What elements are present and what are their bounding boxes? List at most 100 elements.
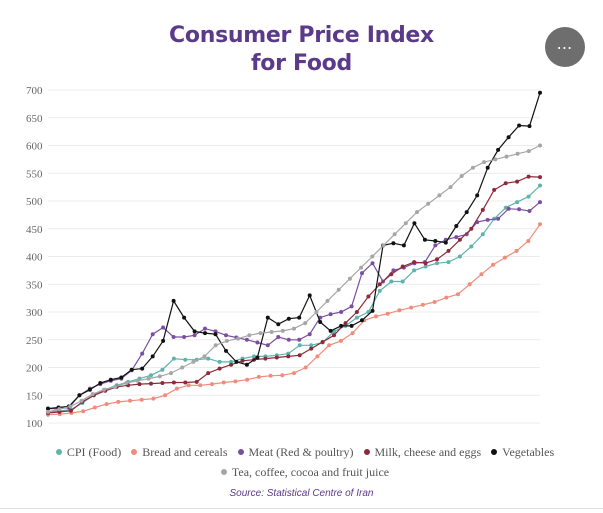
data-point[interactable] xyxy=(327,343,332,348)
data-point[interactable] xyxy=(151,396,156,401)
data-point[interactable] xyxy=(339,323,344,328)
data-point[interactable] xyxy=(496,147,501,152)
data-point[interactable] xyxy=(307,332,312,337)
data-point[interactable] xyxy=(276,322,281,327)
legend-item[interactable]: Bread and cereals xyxy=(131,442,228,462)
data-point[interactable] xyxy=(182,315,187,320)
data-point[interactable] xyxy=(377,282,382,287)
data-point[interactable] xyxy=(401,243,406,248)
data-point[interactable] xyxy=(101,387,106,392)
data-point[interactable] xyxy=(338,338,343,343)
data-point[interactable] xyxy=(422,237,427,242)
data-point[interactable] xyxy=(370,308,375,313)
data-point[interactable] xyxy=(328,328,333,333)
data-point[interactable] xyxy=(104,402,109,407)
data-point[interactable] xyxy=(328,312,333,317)
data-point[interactable] xyxy=(269,330,274,334)
data-point[interactable] xyxy=(194,379,199,384)
data-point[interactable] xyxy=(265,315,270,320)
data-point[interactable] xyxy=(517,207,522,212)
data-point[interactable] xyxy=(457,237,462,242)
data-point[interactable] xyxy=(400,264,405,269)
data-point[interactable] xyxy=(297,337,302,342)
data-point[interactable] xyxy=(280,328,285,333)
data-point[interactable] xyxy=(446,248,451,253)
data-point[interactable] xyxy=(515,179,520,184)
data-point[interactable] xyxy=(183,380,188,385)
data-point[interactable] xyxy=(470,165,475,170)
data-point[interactable] xyxy=(456,292,460,297)
data-point[interactable] xyxy=(124,381,129,385)
data-point[interactable] xyxy=(146,376,151,381)
data-point[interactable] xyxy=(506,135,511,140)
data-point[interactable] xyxy=(374,314,378,319)
data-point[interactable] xyxy=(433,239,438,243)
data-point[interactable] xyxy=(435,257,439,262)
data-point[interactable] xyxy=(381,243,386,248)
data-point[interactable] xyxy=(318,320,323,324)
data-point[interactable] xyxy=(506,206,511,211)
data-point[interactable] xyxy=(377,288,382,293)
data-point[interactable] xyxy=(229,359,234,364)
data-point[interactable] xyxy=(258,331,263,336)
data-point[interactable] xyxy=(265,343,270,348)
data-point[interactable] xyxy=(320,340,325,344)
data-point[interactable] xyxy=(224,348,228,353)
data-point[interactable] xyxy=(479,272,484,277)
data-point[interactable] xyxy=(186,383,191,388)
data-point[interactable] xyxy=(286,316,291,321)
data-point[interactable] xyxy=(360,271,364,276)
series-vegetables[interactable] xyxy=(46,90,542,411)
data-point[interactable] xyxy=(206,356,211,361)
data-point[interactable] xyxy=(403,221,408,226)
data-point[interactable] xyxy=(202,354,207,359)
data-point[interactable] xyxy=(149,373,153,378)
data-point[interactable] xyxy=(163,393,168,398)
data-point[interactable] xyxy=(108,377,113,382)
data-point[interactable] xyxy=(280,373,285,378)
data-point[interactable] xyxy=(502,255,507,260)
data-point[interactable] xyxy=(233,379,238,384)
data-point[interactable] xyxy=(149,381,153,386)
data-point[interactable] xyxy=(432,300,437,304)
data-point[interactable] xyxy=(297,353,302,358)
data-point[interactable] xyxy=(157,374,162,379)
data-point[interactable] xyxy=(140,351,145,356)
data-point[interactable] xyxy=(526,194,531,199)
data-point[interactable] xyxy=(247,333,252,338)
data-point[interactable] xyxy=(303,365,308,370)
data-point[interactable] xyxy=(370,261,375,266)
data-point[interactable] xyxy=(360,318,364,323)
data-point[interactable] xyxy=(113,384,118,389)
data-point[interactable] xyxy=(496,216,501,221)
data-point[interactable] xyxy=(526,174,531,179)
data-point[interactable] xyxy=(137,382,142,387)
data-point[interactable] xyxy=(492,187,497,192)
data-point[interactable] xyxy=(433,243,438,248)
data-point[interactable] xyxy=(475,193,480,198)
data-point[interactable] xyxy=(229,362,234,367)
data-point[interactable] xyxy=(400,279,405,284)
data-point[interactable] xyxy=(444,295,449,300)
data-point[interactable] xyxy=(469,244,474,249)
data-point[interactable] xyxy=(46,409,50,414)
data-point[interactable] xyxy=(57,407,62,412)
series-tea-coffee-cocoa-and-fruit-juice[interactable] xyxy=(46,143,542,414)
data-point[interactable] xyxy=(527,209,532,213)
data-point[interactable] xyxy=(515,151,520,156)
data-point[interactable] xyxy=(198,383,203,388)
data-point[interactable] xyxy=(491,262,496,267)
data-point[interactable] xyxy=(98,381,103,385)
legend-item[interactable]: Meat (Red & poultry) xyxy=(237,442,354,462)
data-point[interactable] xyxy=(412,260,417,265)
data-point[interactable] xyxy=(81,409,86,414)
data-point[interactable] xyxy=(140,366,145,371)
data-point[interactable] xyxy=(236,336,241,341)
data-point[interactable] xyxy=(92,405,97,410)
data-point[interactable] xyxy=(412,268,417,273)
data-point[interactable] xyxy=(174,386,179,391)
chart-menu-button[interactable]: ⋯ xyxy=(545,27,585,67)
data-point[interactable] xyxy=(256,374,261,379)
data-point[interactable] xyxy=(437,193,442,198)
data-point[interactable] xyxy=(366,294,371,299)
